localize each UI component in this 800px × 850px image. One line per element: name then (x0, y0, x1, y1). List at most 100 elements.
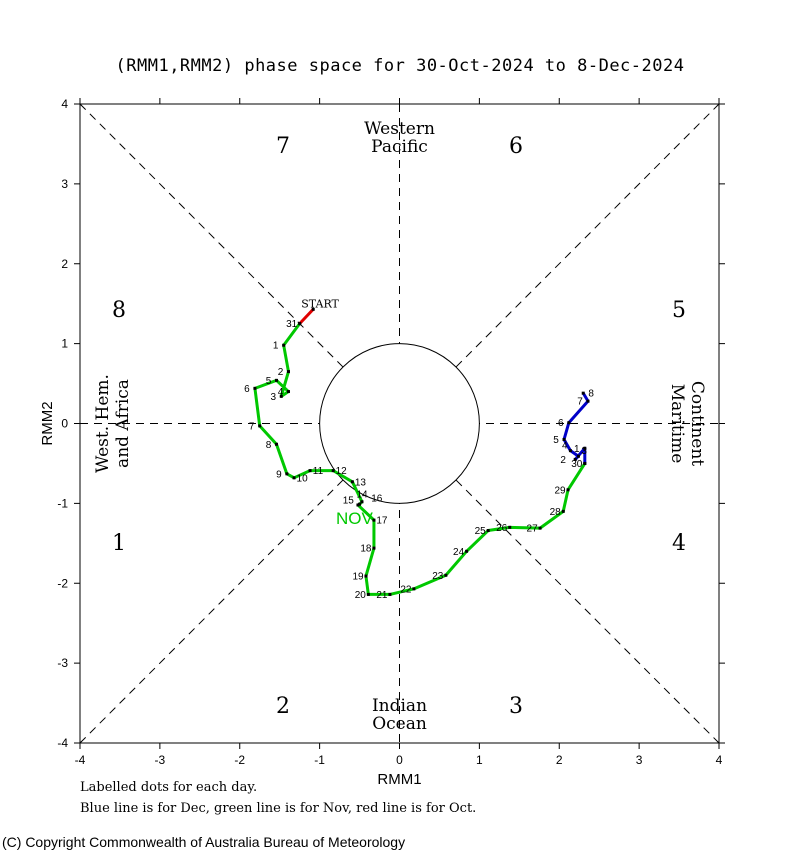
day-dot (350, 480, 354, 484)
day-dot (360, 500, 364, 504)
x-tick-label: -2 (234, 753, 245, 767)
region-label-bottom: Indian (372, 696, 427, 716)
series-line-0 (298, 308, 315, 325)
day-label: 4 (278, 387, 284, 398)
y-tick-label: 1 (61, 337, 68, 351)
y-tick-label: 4 (61, 97, 68, 111)
day-label: 5 (553, 435, 559, 446)
day-label: 26 (496, 523, 508, 534)
day-dot (583, 446, 587, 450)
day-label: 8 (266, 440, 272, 451)
day-label: 22 (400, 584, 412, 595)
footer-note-1: Labelled dots for each day. (80, 780, 258, 795)
day-dot (508, 525, 512, 529)
day-dot (567, 421, 571, 425)
day-dot (562, 437, 566, 441)
day-label: 13 (355, 477, 367, 488)
day-label: 10 (297, 473, 309, 484)
chart-title: (RMM1,RMM2) phase space for 30-Oct-2024 … (115, 56, 685, 76)
day-label: 27 (527, 524, 539, 535)
day-dot (412, 587, 416, 591)
region-label-top: Western (364, 119, 435, 139)
day-dot (388, 592, 392, 596)
region-label-top: Pacific (371, 137, 428, 157)
day-dot (581, 391, 585, 395)
day-dot (465, 549, 469, 553)
day-label: 15 (343, 496, 355, 507)
day-dot (292, 476, 296, 480)
phase-number-1: 1 (112, 531, 126, 556)
day-dot (331, 469, 335, 473)
day-label: 17 (376, 516, 388, 527)
footer-note-2: Blue line is for Dec, green line is for … (80, 801, 477, 816)
y-tick-label: -1 (57, 496, 68, 510)
day-dot (253, 386, 257, 390)
day-label: 4 (562, 441, 568, 452)
x-tick-label: -3 (155, 753, 166, 767)
day-dot (308, 469, 312, 473)
day-label: 9 (276, 469, 282, 480)
region-label-left: West. Hem. (93, 374, 113, 473)
day-dot (279, 394, 283, 398)
day-dot (282, 343, 286, 347)
x-tick-label: 0 (396, 753, 403, 767)
day-dot (298, 322, 302, 326)
day-label: 19 (352, 572, 364, 583)
phase-number-4: 4 (672, 531, 686, 556)
phase-number-7: 7 (276, 134, 290, 159)
day-dot (366, 592, 370, 596)
day-dot (364, 574, 368, 578)
region-label-right: Continent (687, 381, 707, 466)
day-label: 24 (453, 547, 465, 558)
day-label: 16 (371, 494, 383, 505)
y-axis-label: RMM2 (39, 401, 56, 445)
day-dot (538, 526, 542, 530)
month-marker: NOV (336, 509, 374, 528)
day-dot (356, 503, 360, 507)
day-label: 3 (271, 392, 277, 403)
day-label: 7 (249, 421, 255, 432)
day-label: 14 (356, 489, 368, 500)
day-label: 20 (355, 590, 367, 601)
day-label: 23 (432, 571, 444, 582)
day-dot (274, 442, 278, 446)
day-dot (573, 457, 577, 461)
x-tick-label: 3 (636, 753, 643, 767)
day-dot (566, 488, 570, 492)
day-dot (372, 546, 376, 550)
day-label: 7 (577, 397, 583, 408)
copyright: (C) Copyright Commonwealth of Australia … (2, 834, 406, 850)
day-label: 30 (571, 459, 583, 470)
region-label-left: and Africa (113, 379, 133, 468)
phase-number-3: 3 (509, 694, 523, 719)
day-dot (586, 399, 590, 403)
day-dot (274, 378, 278, 382)
y-tick-label: -4 (57, 736, 68, 750)
day-dot (583, 461, 587, 465)
day-dot (285, 472, 289, 476)
day-dot (258, 424, 262, 428)
y-tick-label: -3 (57, 656, 68, 670)
start-label: START (301, 297, 339, 310)
x-tick-label: -4 (75, 753, 86, 767)
day-dot (444, 573, 448, 577)
day-label: 31 (286, 319, 298, 330)
y-tick-label: -2 (57, 576, 68, 590)
day-label: 5 (266, 376, 272, 387)
day-label: 18 (360, 544, 372, 555)
day-label: 6 (244, 384, 250, 395)
region-label-right: Maritime (667, 384, 687, 464)
phase-number-2: 2 (276, 694, 290, 719)
x-tick-label: 2 (556, 753, 563, 767)
day-label: 11 (313, 466, 324, 477)
day-dot (576, 454, 580, 458)
x-axis-label: RMM1 (377, 771, 421, 788)
day-label: 28 (550, 507, 562, 518)
y-tick-label: 3 (61, 177, 68, 191)
y-tick-label: 2 (61, 257, 68, 271)
day-dot (358, 502, 362, 506)
day-label: 6 (558, 418, 564, 429)
unit-circle (319, 343, 480, 504)
day-label: 1 (273, 341, 279, 352)
